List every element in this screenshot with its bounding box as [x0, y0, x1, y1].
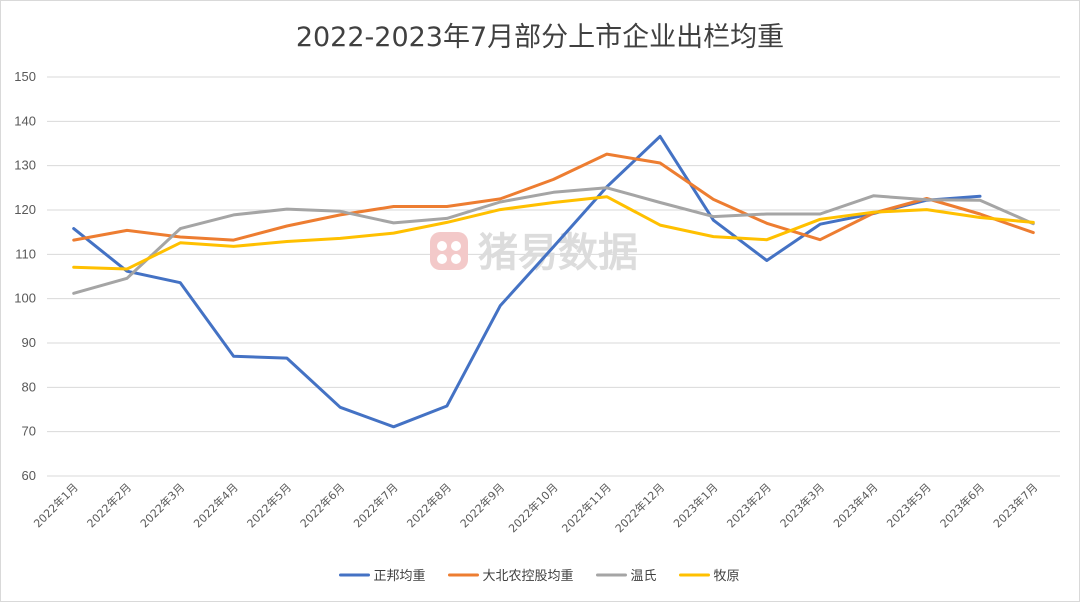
chart-title: 2022-2023年7月部分上市企业出栏均重 — [296, 22, 784, 53]
series-line-4 — [72, 195, 1035, 271]
x-tick-label: 2022年1月 — [31, 480, 81, 530]
series-lines — [72, 134, 1035, 429]
x-tick-label: 2023年6月 — [937, 480, 987, 530]
x-tick-label: 2022年9月 — [457, 480, 507, 530]
y-tick-label: 140 — [14, 113, 36, 128]
y-tick-label: 120 — [14, 202, 36, 217]
x-tick-label: 2022年4月 — [191, 480, 241, 530]
y-tick-label: 60 — [22, 468, 36, 483]
y-tick-label: 130 — [14, 158, 36, 173]
x-tick-label: 2022年6月 — [297, 480, 347, 530]
y-tick-label: 80 — [22, 379, 36, 394]
x-tick-label: 2022年3月 — [137, 480, 187, 530]
watermark-logo-icon — [430, 232, 468, 270]
y-tick-label: 90 — [22, 335, 36, 350]
x-tick-label: 2022年10月 — [505, 480, 560, 535]
gridlines — [47, 76, 1060, 477]
legend-label: 温氏 — [631, 569, 657, 584]
x-tick-label: 2023年3月 — [777, 480, 827, 530]
y-axis-ticks: 60 70 80 90 100 110 120 130 140 150 — [14, 69, 36, 483]
x-tick-label: 2023年1月 — [670, 480, 720, 530]
watermark-text: 猪易数据 — [478, 230, 638, 276]
legend-label: 大北农控股均重 — [483, 568, 574, 584]
x-axis-ticks: 2022年1月 2022年2月 2022年3月 2022年4月 2022年5月 2022年… — [31, 480, 1041, 535]
series-line-3 — [72, 186, 1035, 295]
y-tick-label: 100 — [14, 291, 36, 306]
legend: 正邦均重 大北农控股均重 温氏 牧原 — [339, 568, 740, 584]
x-tick-label: 2022年8月 — [404, 480, 454, 530]
x-tick-label: 2023年2月 — [724, 480, 774, 530]
legend-label: 正邦均重 — [374, 568, 426, 584]
y-tick-label: 150 — [14, 69, 36, 84]
x-tick-label: 2022年7月 — [350, 480, 400, 530]
x-tick-label: 2022年11月 — [559, 480, 614, 535]
x-tick-label: 2023年7月 — [990, 480, 1040, 530]
legend-label: 牧原 — [714, 569, 740, 584]
y-tick-label: 70 — [22, 424, 36, 439]
watermark: 猪易数据 — [430, 230, 638, 276]
x-tick-label: 2022年2月 — [84, 480, 134, 530]
series-line-1 — [72, 134, 982, 429]
x-tick-label: 2023年5月 — [884, 480, 934, 530]
x-tick-label: 2022年12月 — [612, 480, 667, 535]
x-tick-label: 2023年4月 — [830, 480, 880, 530]
x-tick-label: 2022年5月 — [244, 480, 294, 530]
y-tick-label: 110 — [15, 246, 36, 261]
